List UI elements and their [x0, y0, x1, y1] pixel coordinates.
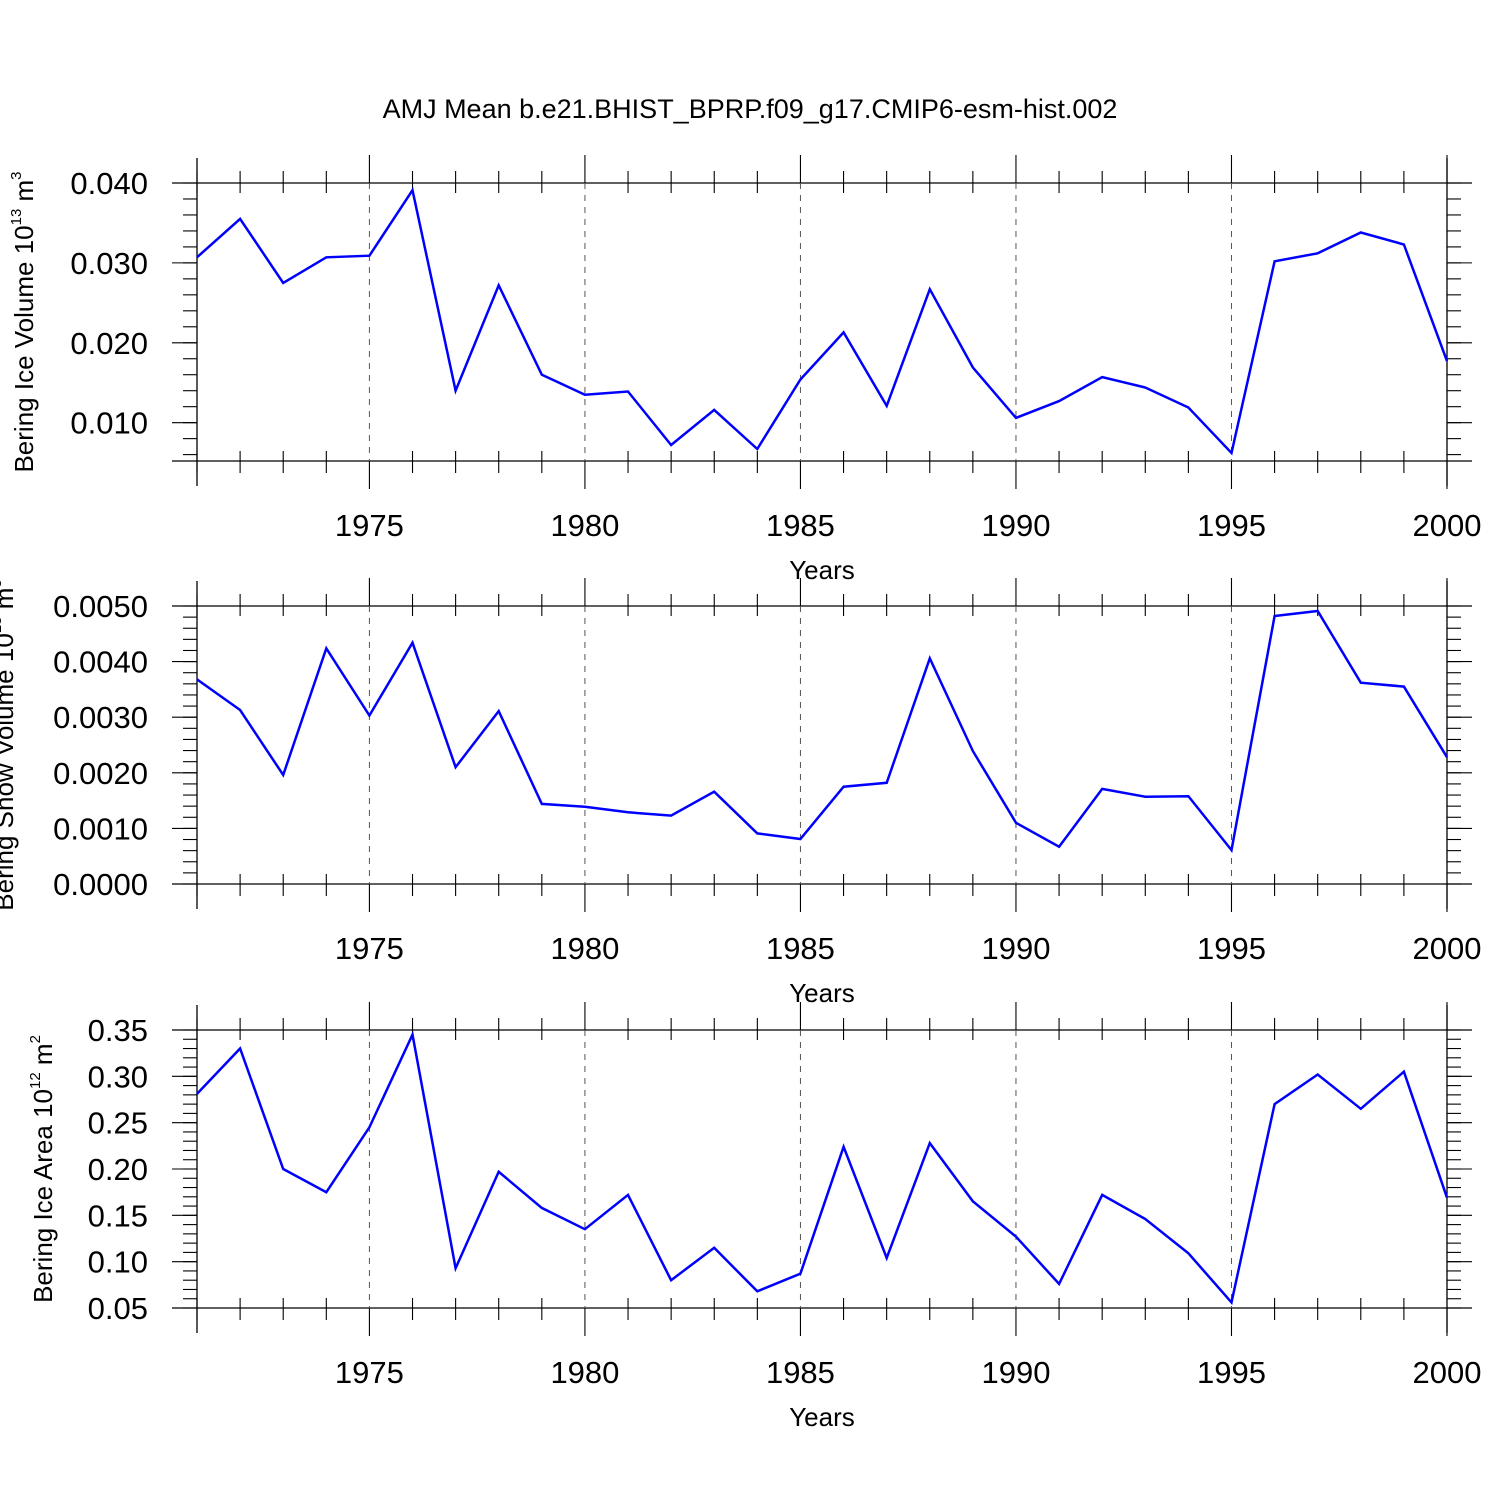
y-tick-label: 0.20	[88, 1152, 148, 1187]
x-tick-label: 1980	[550, 931, 619, 966]
chart-panel-1: 0.010 0.020 0.030 0.040 1975 1980 1985 1990 1995…	[8, 155, 1481, 585]
x-tick-label: 2000	[1413, 931, 1482, 966]
x-tick-label: 1985	[766, 1355, 835, 1390]
y-axis-label-text: m	[9, 180, 39, 209]
x-tick-label: 1985	[766, 508, 835, 543]
y-tick-label: 0.0010	[53, 811, 148, 846]
x-axis-label: Years	[789, 1402, 855, 1432]
x-tick-label: 1995	[1197, 508, 1266, 543]
x-tick-label: 1980	[550, 508, 619, 543]
y-axis-label-text: Bering Snow Volume 10	[0, 633, 19, 911]
x-tick-label: 1990	[981, 508, 1050, 543]
y-axis-label-superscript: 13	[8, 209, 25, 226]
y-axis-label: Bering Ice Volume 1013 m3	[8, 171, 39, 472]
y-tick-label: 0.0030	[53, 700, 148, 735]
y-tick-label: 0.030	[70, 246, 148, 281]
series-line	[196, 609, 1449, 854]
y-tick-label: 0.0040	[53, 645, 148, 680]
x-tick-label: 1975	[335, 508, 404, 543]
y-axis-label-superscript: 13	[0, 617, 5, 634]
y-tick-label: 0.020	[70, 326, 148, 361]
y-axis-label-text: m	[28, 1043, 58, 1072]
series-line	[196, 187, 1449, 456]
y-axis-label-superscript: 3	[8, 171, 25, 179]
x-tick-label: 1990	[981, 931, 1050, 966]
y-tick-label: 0.0000	[53, 867, 148, 902]
x-tick-label: 1975	[335, 931, 404, 966]
y-axis-label-text: m	[0, 588, 19, 617]
y-tick-label: 0.0050	[53, 589, 148, 624]
y-tick-label: 0.15	[88, 1198, 148, 1233]
x-tick-label: 1990	[981, 1355, 1050, 1390]
y-axis-label-text: Bering Ice Area 10	[28, 1089, 58, 1303]
y-axis-label: Bering Ice Area 1012 m2	[27, 1035, 58, 1303]
y-axis-label: Bering Snow Volume 1013 m3	[0, 579, 19, 910]
y-tick-label: 0.010	[70, 406, 148, 441]
x-tick-label: 1975	[335, 1355, 404, 1390]
chart-panel-3: 0.05 0.10 0.15 0.20 0.25 0.30 0.35 1975 1980 1985…	[27, 1002, 1481, 1432]
x-axis-label: Years	[789, 978, 855, 1008]
y-tick-label: 0.25	[88, 1106, 148, 1141]
y-tick-label: 0.35	[88, 1013, 148, 1048]
x-axis-label: Years	[789, 555, 855, 585]
x-tick-label: 2000	[1413, 1355, 1482, 1390]
series-line	[196, 1030, 1449, 1306]
chart-panel-2: 0.0000 0.0010 0.0020 0.0030 0.0040 0.0050 1975…	[0, 578, 1481, 1008]
x-tick-label: 1985	[766, 931, 835, 966]
panels: 0.010 0.020 0.030 0.040 1975 1980 1985 1990 1995…	[0, 155, 1481, 1432]
x-tick-label: 2000	[1413, 508, 1482, 543]
y-axis-label-text: Bering Ice Volume 10	[9, 225, 39, 472]
y-tick-label: 0.040	[70, 166, 148, 201]
figure-title: AMJ Mean b.e21.BHIST_BPRP.f09_g17.CMIP6-…	[383, 94, 1118, 124]
y-tick-label: 0.30	[88, 1059, 148, 1094]
y-tick-label: 0.0020	[53, 756, 148, 791]
x-tick-label: 1995	[1197, 931, 1266, 966]
y-axis-label-superscript: 3	[0, 579, 5, 587]
y-tick-label: 0.10	[88, 1245, 148, 1280]
x-tick-label: 1995	[1197, 1355, 1266, 1390]
x-tick-label: 1980	[550, 1355, 619, 1390]
y-tick-label: 0.05	[88, 1291, 148, 1326]
y-axis-label-superscript: 2	[27, 1035, 44, 1043]
y-axis-label-superscript: 12	[27, 1072, 44, 1089]
